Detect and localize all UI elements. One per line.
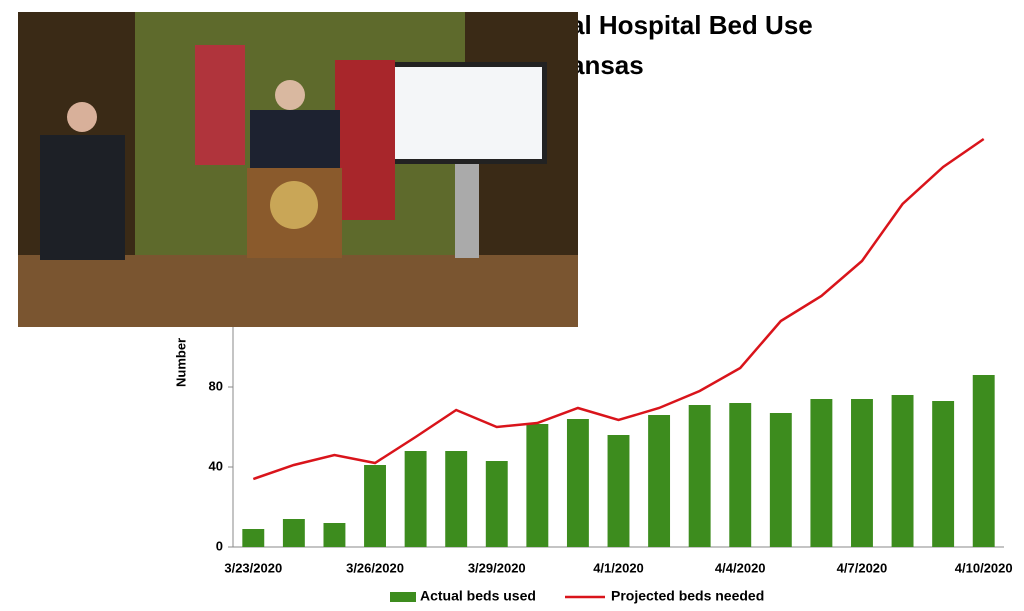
interpreter xyxy=(40,135,125,260)
speaker xyxy=(250,110,340,170)
chart-title: al Hospital Bed Use xyxy=(570,10,813,40)
y-tick-label: 80 xyxy=(209,378,223,393)
flag xyxy=(335,60,395,220)
legend-swatch xyxy=(390,592,416,602)
legend-label: Projected beds needed xyxy=(611,588,764,604)
bar xyxy=(810,399,833,547)
bar xyxy=(485,461,508,547)
y-tick-label: 40 xyxy=(209,458,223,473)
bar xyxy=(282,519,305,547)
desk xyxy=(18,255,578,327)
interpreter-head xyxy=(67,102,97,132)
bar xyxy=(323,523,346,547)
monitor-screen xyxy=(390,67,542,159)
x-tick-label: 4/10/2020 xyxy=(955,560,1013,575)
x-tick-label: 4/1/2020 xyxy=(593,560,644,575)
plot: 0 40 80 3/23/2020 3/26/2020 3/29/2020 4/1/2020… xyxy=(209,67,1013,604)
x-tick-label: 3/23/2020 xyxy=(224,560,282,575)
bar xyxy=(445,451,468,547)
chart-subtitle: ansas xyxy=(570,50,644,80)
y-axis-label: Number xyxy=(173,338,188,387)
bar xyxy=(729,403,752,547)
bar xyxy=(851,399,873,547)
video-overlay xyxy=(18,12,578,327)
bar xyxy=(404,451,427,547)
bar xyxy=(364,465,386,547)
bar xyxy=(932,401,955,547)
x-tick-label: 4/4/2020 xyxy=(715,560,766,575)
bar xyxy=(769,413,792,547)
bar xyxy=(688,405,711,547)
x-tick-label: 3/29/2020 xyxy=(468,560,526,575)
x-tick-label: 3/26/2020 xyxy=(346,560,404,575)
bar xyxy=(242,529,265,547)
flag xyxy=(195,45,245,165)
bar xyxy=(526,424,549,547)
bar xyxy=(972,375,995,547)
bar xyxy=(566,419,589,547)
bar xyxy=(648,415,671,547)
line xyxy=(252,137,985,481)
stand xyxy=(455,164,479,258)
seal xyxy=(270,181,318,229)
bar xyxy=(607,435,630,547)
x-tick-label: 4/7/2020 xyxy=(837,560,888,575)
legend-label: Actual beds used xyxy=(420,588,536,604)
y-tick-label: 0 xyxy=(216,538,223,553)
speaker-head xyxy=(275,80,305,110)
bar xyxy=(891,395,914,547)
